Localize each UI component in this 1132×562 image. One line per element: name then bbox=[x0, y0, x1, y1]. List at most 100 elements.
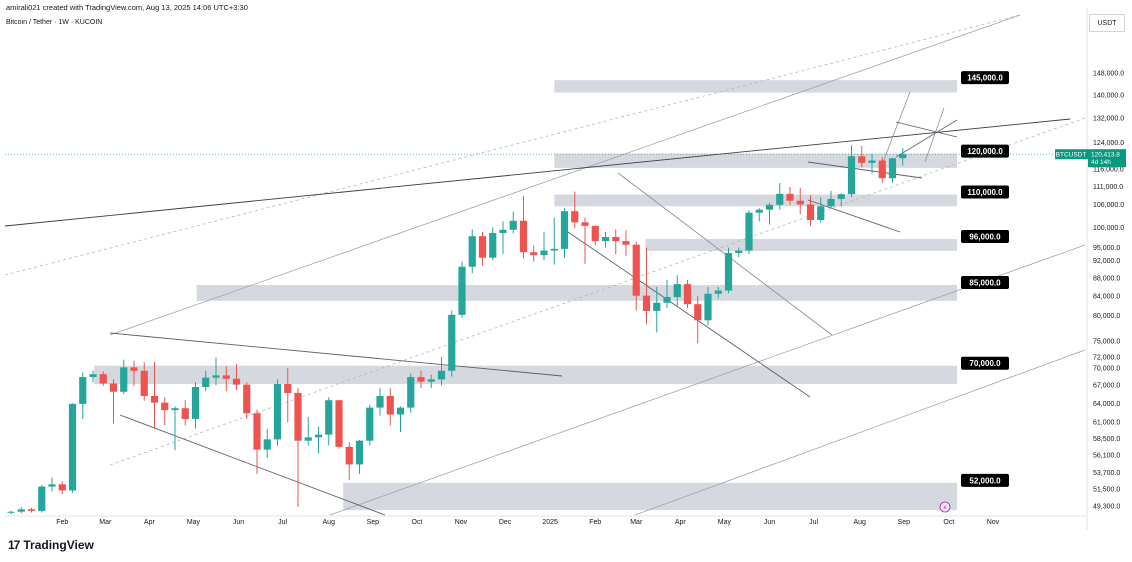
time-tick-label: Apr bbox=[144, 519, 156, 526]
candle bbox=[68, 403, 77, 493]
candle bbox=[109, 379, 118, 424]
candle-body bbox=[325, 400, 333, 435]
candle-body bbox=[827, 198, 835, 207]
candle-body bbox=[345, 446, 353, 465]
zones-layer bbox=[94, 80, 957, 511]
time-tick-label: Oct bbox=[411, 519, 422, 526]
alert-icon[interactable]: ⚡ bbox=[939, 501, 951, 513]
level-label: 110,000.0 bbox=[961, 185, 1009, 199]
rising-channel-upper bbox=[109, 14, 1021, 336]
candle bbox=[89, 370, 97, 383]
candle-body bbox=[366, 407, 374, 441]
price-tick-label: 53,700.0 bbox=[1093, 470, 1120, 477]
candle bbox=[355, 440, 364, 474]
candle bbox=[48, 477, 56, 492]
level-label: 120,000.0 bbox=[961, 144, 1009, 158]
candle bbox=[817, 197, 825, 223]
candle bbox=[376, 388, 384, 416]
candle bbox=[232, 364, 241, 390]
price-tick-label: 51,500.0 bbox=[1093, 486, 1120, 493]
candle-body bbox=[27, 509, 36, 511]
price-tick-label: 148,000.0 bbox=[1093, 70, 1124, 77]
candle bbox=[284, 367, 292, 423]
candle-body bbox=[355, 440, 364, 465]
candle bbox=[468, 229, 476, 274]
candle bbox=[683, 280, 692, 309]
candle bbox=[560, 208, 569, 259]
level-label-text: 120,000.0 bbox=[967, 147, 1003, 156]
candle bbox=[776, 183, 784, 210]
candle-body bbox=[7, 511, 15, 513]
price-tick-label: 56,100.0 bbox=[1093, 453, 1120, 460]
candle-body bbox=[120, 367, 128, 392]
candle bbox=[899, 148, 907, 166]
candle bbox=[417, 370, 425, 389]
candle-body bbox=[222, 375, 230, 379]
candle bbox=[796, 187, 804, 215]
candle-body bbox=[581, 222, 589, 226]
candle bbox=[540, 232, 548, 261]
candle-body bbox=[571, 211, 579, 223]
time-tick-label: Jun bbox=[233, 519, 244, 526]
price-tick-label: 49,300.0 bbox=[1093, 504, 1120, 511]
candle bbox=[253, 409, 261, 474]
rising-channel-bottom bbox=[634, 349, 1086, 516]
candle-body bbox=[376, 395, 384, 408]
candle-body bbox=[878, 160, 886, 179]
candle-body bbox=[89, 374, 97, 378]
candle bbox=[58, 481, 66, 495]
time-tick-label: Dec bbox=[499, 519, 512, 526]
candle-body bbox=[622, 241, 630, 245]
price-tick-label: 80,000.0 bbox=[1093, 313, 1120, 320]
candle bbox=[827, 190, 835, 209]
candle bbox=[868, 153, 876, 174]
time-tick-label: Nov bbox=[455, 519, 468, 526]
level-label: 52,000.0 bbox=[961, 473, 1009, 487]
candle-body bbox=[38, 486, 46, 511]
candle bbox=[222, 366, 230, 392]
candle-body bbox=[273, 384, 282, 440]
candle-body bbox=[181, 408, 189, 419]
candle bbox=[366, 404, 374, 446]
candle-body bbox=[48, 484, 56, 487]
candle bbox=[79, 372, 87, 419]
time-tick-label: Mar bbox=[630, 519, 643, 526]
candle-body bbox=[68, 403, 77, 491]
time-axis[interactable]: Feb Mar Apr May Jun Jul Aug Sep Oct Nov Dec 2025 Feb… bbox=[5, 515, 1087, 526]
price-axis[interactable]: 148,000.0 140,000.0 132,000.0 124,000.0 116,… bbox=[1086, 8, 1124, 530]
candle-body bbox=[724, 253, 733, 291]
time-tick-label: Sep bbox=[898, 519, 911, 526]
symbol-tag-text: BTCUSDT bbox=[1056, 152, 1087, 159]
level-label: 85,000.0 bbox=[961, 276, 1009, 290]
candle-body bbox=[335, 400, 343, 447]
candle bbox=[120, 359, 128, 395]
candle-body bbox=[499, 229, 507, 233]
candle-body bbox=[837, 194, 845, 199]
zone-3 bbox=[645, 239, 957, 251]
candle bbox=[191, 382, 200, 429]
candle-body bbox=[17, 509, 25, 512]
candle bbox=[427, 374, 435, 389]
price-tag-countdown: 4d 14h bbox=[1091, 159, 1111, 166]
level-label: 145,000.0 bbox=[961, 71, 1009, 85]
candle bbox=[345, 442, 353, 480]
level-label-text: 70,000.0 bbox=[969, 359, 1001, 368]
channel-down-lower bbox=[567, 231, 811, 398]
candle-body bbox=[314, 434, 323, 438]
candle bbox=[858, 145, 866, 168]
candle bbox=[878, 157, 886, 184]
candle-body bbox=[735, 250, 743, 254]
svg-text:⚡: ⚡ bbox=[943, 504, 948, 512]
level-label: 70,000.0 bbox=[961, 356, 1009, 370]
currency-button[interactable]: USDT bbox=[1089, 14, 1125, 32]
candle bbox=[735, 247, 743, 258]
candle bbox=[386, 388, 394, 426]
candle bbox=[161, 397, 169, 426]
candle bbox=[704, 286, 712, 326]
candle-body bbox=[458, 266, 466, 315]
time-tick-label: Jun bbox=[764, 519, 775, 526]
candle bbox=[150, 361, 159, 429]
candle bbox=[212, 357, 220, 386]
zone-0 bbox=[554, 80, 957, 93]
